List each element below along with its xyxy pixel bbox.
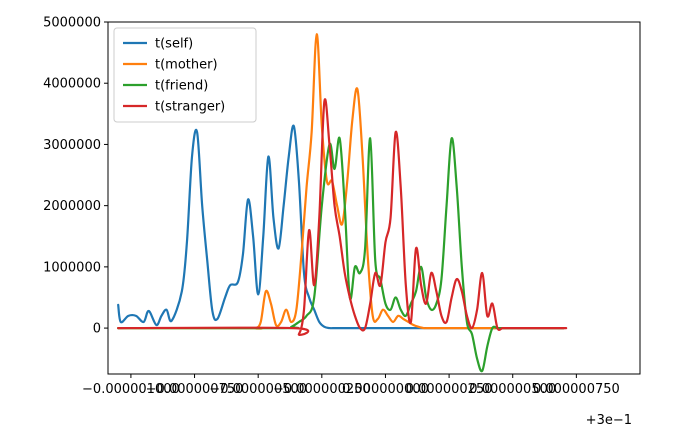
x-tick-label: −0.000000750 <box>146 382 244 397</box>
y-tick-label: 0 <box>93 322 101 337</box>
y-tick-label: 4000000 <box>43 77 101 92</box>
x-offset-label: +3e−1 <box>586 413 632 428</box>
y-tick-label: 5000000 <box>43 16 101 31</box>
legend-box <box>113 27 257 123</box>
x-tick-label: 0.000000250 <box>406 382 493 397</box>
series-line-4 <box>117 98 568 336</box>
y-tick-label: 1000000 <box>43 260 101 275</box>
series-layer <box>117 33 568 373</box>
x-tick-label: −0.000000500 <box>209 382 307 397</box>
y-tick-label: 3000000 <box>43 138 101 153</box>
legend-label: t(stranger) <box>155 100 225 115</box>
x-axis: −0.000001000−0.000000750−0.000000500−0.0… <box>82 374 620 397</box>
x-tick-label: −0.000001000 <box>82 382 180 397</box>
x-tick-label: 0.000000500 <box>469 382 556 397</box>
legend-label: t(mother) <box>155 58 218 73</box>
x-tick-label: 0.000000000 <box>342 382 429 397</box>
series-line-1 <box>117 124 565 330</box>
y-tick-label: 2000000 <box>43 199 101 214</box>
x-tick-label: −0.000000250 <box>273 382 371 397</box>
legend-label: t(friend) <box>155 79 208 94</box>
series-line-2 <box>117 33 565 330</box>
legend: t(self) t(mother) t(friend) t(stranger) <box>113 27 257 123</box>
y-axis: 0 1000000 2000000 3000000 4000000 5000000 <box>43 16 108 337</box>
legend-label: t(self) <box>155 37 193 52</box>
x-tick-label: 0.000000750 <box>533 382 620 397</box>
